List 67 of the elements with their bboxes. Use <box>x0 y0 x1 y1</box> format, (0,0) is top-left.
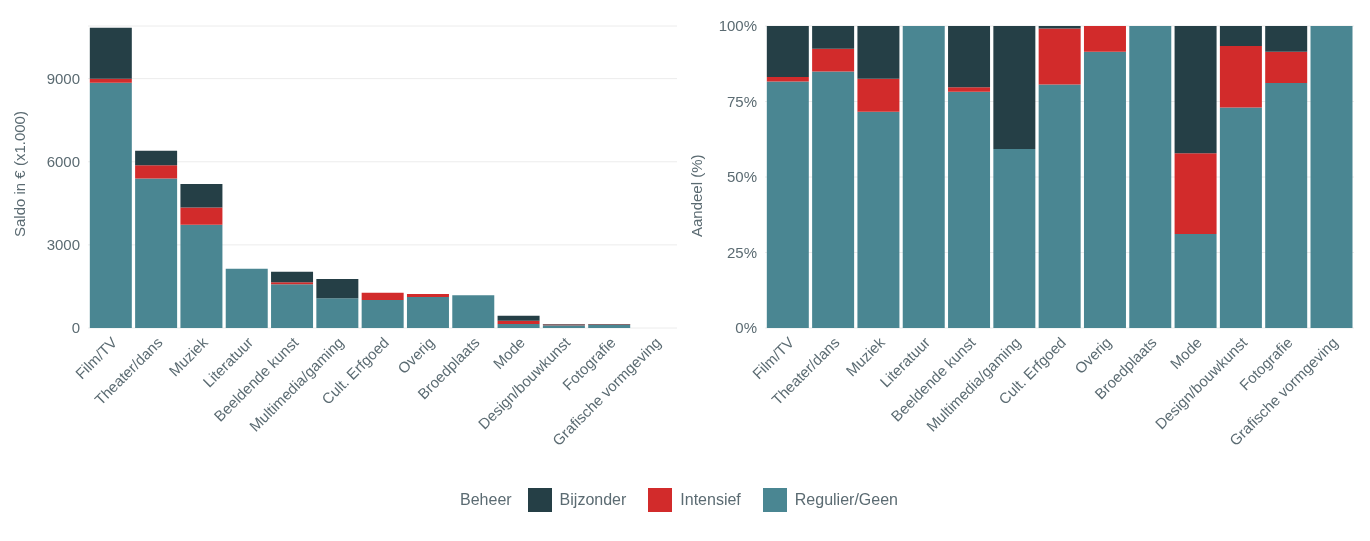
bar <box>89 82 132 328</box>
bar <box>406 293 449 297</box>
bar <box>361 292 404 301</box>
bar <box>180 224 223 328</box>
y-tick-label: 100% <box>718 17 757 35</box>
bar <box>1174 234 1217 328</box>
bar <box>361 300 404 328</box>
bar <box>316 298 359 328</box>
bar <box>1265 26 1308 52</box>
bar <box>1310 26 1353 328</box>
bar <box>1038 84 1081 328</box>
bar <box>1038 28 1081 85</box>
bar <box>1083 51 1126 328</box>
bar <box>766 81 809 328</box>
bar <box>1219 26 1262 46</box>
bar <box>948 91 991 328</box>
y-tick-label: 3000 <box>46 236 80 254</box>
bar <box>812 26 855 49</box>
legend-label: Intensief <box>680 491 741 509</box>
bar <box>497 324 540 328</box>
y-tick-label: 75% <box>726 92 757 110</box>
bar <box>1219 107 1262 328</box>
bar <box>902 26 945 328</box>
bar <box>1265 83 1308 328</box>
bar <box>271 284 314 328</box>
bar <box>1219 45 1262 108</box>
legend-title: Beheer <box>460 491 512 509</box>
legend-label: Regulier/Geen <box>794 491 898 509</box>
bar <box>316 278 359 299</box>
bar <box>135 178 178 328</box>
y-tick-label: 0 <box>71 319 80 337</box>
bar <box>812 71 855 328</box>
y-tick-label: 0% <box>735 319 757 337</box>
y-tick-label: 25% <box>726 243 757 261</box>
bar <box>857 111 900 328</box>
bar <box>993 26 1036 149</box>
bar <box>1129 26 1172 328</box>
bar <box>948 87 991 92</box>
bar <box>135 165 178 179</box>
legend-label: Bijzonder <box>559 491 627 509</box>
y-tick-label: 9000 <box>46 69 80 87</box>
bar <box>180 207 223 225</box>
bar <box>180 183 223 208</box>
bar <box>948 26 991 88</box>
bar <box>1265 51 1308 84</box>
bar <box>89 78 132 83</box>
y-axis-title: Aandeel (%) <box>688 154 706 237</box>
bar <box>1083 26 1126 52</box>
bar <box>812 48 855 72</box>
y-tick-label: 6000 <box>46 153 80 171</box>
bar <box>1174 153 1217 235</box>
bar <box>766 26 809 78</box>
bar <box>406 296 449 328</box>
bar <box>271 271 314 283</box>
bar <box>497 315 540 321</box>
bar <box>497 320 540 325</box>
bar <box>993 148 1036 328</box>
y-axis-title: Saldo in € (x1.000) <box>11 111 29 237</box>
bar <box>452 295 495 328</box>
bar <box>766 77 809 82</box>
y-tick-label: 50% <box>726 168 757 186</box>
bar <box>135 150 178 166</box>
bar <box>225 268 268 328</box>
bar <box>857 26 900 79</box>
bar <box>89 27 132 79</box>
bar <box>1174 26 1217 154</box>
bar <box>857 78 900 112</box>
